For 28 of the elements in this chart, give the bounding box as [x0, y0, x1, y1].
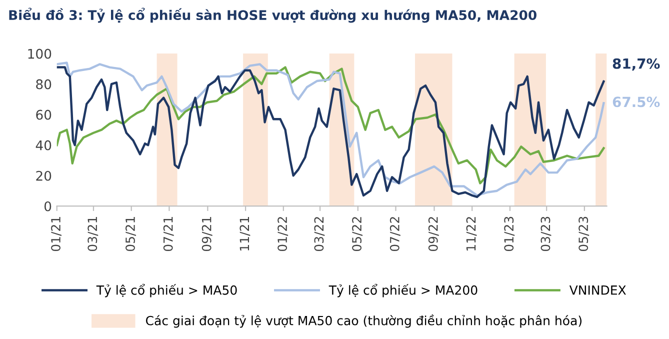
x-tick-label: 11/22 — [466, 217, 477, 250]
y-tick-label: 40 — [36, 140, 52, 150]
x-tick-label: 01/21 — [51, 216, 62, 252]
y-tick-label: 20 — [36, 170, 52, 181]
x-tick-label: 03/22 — [314, 217, 325, 252]
x-tick-label: 05/23 — [578, 216, 590, 252]
x-tick-label: 03/23 — [540, 216, 552, 252]
annotation: 81,7% — [612, 58, 660, 71]
y-tick-label: 0 — [44, 201, 52, 212]
legend-label: VNINDEX — [569, 286, 626, 295]
x-tick-label: 07/22 — [390, 217, 400, 252]
x-tick-label: 07/21 — [163, 216, 174, 252]
legend-label: Các giai đoạn tỷ lệ vượt MA50 cao (thường điều chỉnh hoặc phân hóa) — [146, 314, 582, 328]
legend-label: Tỷ lệ cổ phiếu > MA50 — [96, 284, 237, 298]
x-tick-label: 01/23 — [504, 216, 515, 252]
legend-label: Tỷ lệ cổ phiếu > MA200 — [328, 284, 478, 298]
x-tick-label: 03/21 — [88, 216, 98, 252]
chart-title: Biểu đồ 3: Tỷ lệ cổ phiếu sàn HOSE vượt đường xu hướng MA50, MA200 — [9, 8, 536, 23]
y-tick-label: 80 — [36, 79, 52, 90]
x-tick-label: 05/22 — [352, 217, 362, 252]
x-tick-label: 01/22 — [278, 217, 288, 252]
x-tick-label: 11/21 — [240, 216, 250, 250]
y-tick-label: 60 — [36, 110, 52, 120]
x-tick-label: 05/21 — [126, 216, 136, 252]
annotation: 67.5% — [612, 96, 660, 108]
x-tick-label: 09/22 — [428, 217, 439, 252]
x-tick-label: 09/21 — [202, 216, 212, 252]
y-tick-label: 100 — [28, 48, 52, 59]
